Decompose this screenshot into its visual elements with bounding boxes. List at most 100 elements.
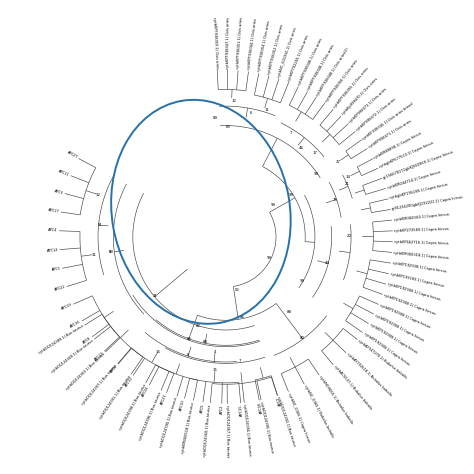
Text: cytbNO9065.1| Bubalus bubalis: cytbNO9065.1| Bubalus bubalis (319, 375, 354, 425)
Text: 99: 99 (267, 256, 272, 260)
Text: cytbDQ124398.1| Bos taurus: cytbDQ124398.1| Bos taurus (118, 383, 147, 431)
Text: cytbDQ124394.1| Bos taurus: cytbDQ124394.1| Bos taurus (242, 404, 252, 456)
Text: 14: 14 (346, 175, 351, 179)
Text: 83: 83 (109, 250, 114, 254)
Text: cytbKM360363.1| Capra hircus: cytbKM360363.1| Capra hircus (393, 212, 449, 222)
Text: APC2: APC2 (219, 405, 224, 414)
Text: cytbKPF938359.1| Ovis aries: cytbKPF938359.1| Ovis aries (212, 17, 219, 69)
Text: cytbKP192908.1| Capra hircus: cytbKP192908.1| Capra hircus (383, 293, 436, 316)
Text: 9: 9 (109, 250, 111, 255)
Text: cytbNC_001941.1| Ovis aries: cytbNC_001941.1| Ovis aries (277, 27, 298, 78)
Text: 69: 69 (226, 125, 230, 129)
Text: APC19: APC19 (61, 303, 73, 311)
Text: 44: 44 (324, 261, 329, 265)
Text: 86: 86 (186, 337, 191, 341)
Text: cytbKM89898.1| Capra hircus: cytbKM89898.1| Capra hircus (374, 131, 423, 160)
Text: 75: 75 (333, 198, 337, 202)
Text: cytbNC_0065.1| Bubalus bubalis: cytbNC_0065.1| Bubalus bubalis (303, 384, 334, 438)
Text: APC7: APC7 (276, 396, 283, 406)
Text: APC27: APC27 (66, 151, 78, 160)
Text: 27: 27 (336, 160, 340, 164)
Text: APC8: APC8 (82, 336, 92, 345)
Text: APC12: APC12 (124, 375, 134, 387)
Text: 46: 46 (299, 146, 304, 150)
Text: APC11: APC11 (58, 169, 70, 177)
Text: 20: 20 (347, 235, 352, 238)
Text: APC1: APC1 (51, 266, 61, 272)
Text: cytbKP998473.1| Ovis aries: cytbKP998473.1| Ovis aries (348, 87, 387, 124)
Text: cytbDQ124392.1| Bos taurus: cytbDQ124392.1| Bos taurus (276, 396, 296, 447)
Text: 16: 16 (155, 350, 161, 354)
Text: APC3: APC3 (54, 189, 64, 195)
Text: 21: 21 (153, 294, 158, 298)
Text: cytbKP998472.1| Ovis aries: cytbKP998472.1| Ovis aries (355, 98, 396, 132)
Text: 88: 88 (287, 310, 292, 314)
Text: cytbKP192938.1| Capra hircus: cytbKP192938.1| Capra hircus (392, 261, 447, 274)
Text: cytbDQ124390.1| Bos taurus: cytbDQ124390.1| Bos taurus (159, 397, 178, 448)
Text: cytbKP662716.1| Capra hircus: cytbKP662716.1| Capra hircus (394, 240, 449, 245)
Text: cytbKP192908.1| Capra hircus: cytbKP192908.1| Capra hircus (374, 313, 425, 342)
Text: cytbKPF938348.1| Ovis aries: cytbKPF938348.1| Ovis aries (307, 44, 336, 91)
Text: cytbKP192908.1| Capra hircus: cytbKP192908.1| Capra hircus (379, 303, 431, 329)
Text: cytbNC_0065.1| Capra hircus: cytbNC_0065.1| Capra hircus (287, 392, 310, 443)
Text: cytbKPF938351.1| Ovis aries: cytbKPF938351.1| Ovis aries (236, 17, 244, 69)
Text: 51: 51 (98, 223, 102, 227)
Text: cytbKM244714.1| Capra hircus: cytbKM244714.1| Capra hircus (386, 170, 441, 190)
Text: APC17: APC17 (48, 208, 60, 214)
Text: APC14: APC14 (46, 248, 58, 253)
Text: 21: 21 (345, 182, 350, 186)
Text: cytbKP273589.1| Capra hircus: cytbKP273589.1| Capra hircus (394, 227, 449, 233)
Text: cytbKPF938344.1| Ovis aries: cytbKPF938344.1| Ovis aries (246, 18, 258, 71)
Text: cytbDQ124396.1| Bos taurus: cytbDQ124396.1| Bos taurus (138, 391, 162, 441)
Text: cytbKPF938355.1| Ovis aries: cytbKPF938355.1| Ovis aries (333, 67, 369, 109)
Text: 12: 12 (95, 192, 100, 197)
Text: cytbKP192908.1| Capra hircus: cytbKP192908.1| Capra hircus (369, 322, 418, 355)
Text: cytbKP193183.1| Capra hircus: cytbKP193183.1| Capra hircus (390, 272, 444, 288)
Text: 7: 7 (290, 131, 292, 135)
Text: APC15: APC15 (239, 404, 244, 416)
Text: 99: 99 (289, 193, 294, 197)
Text: 99: 99 (271, 202, 275, 207)
Text: 15: 15 (213, 368, 218, 372)
Text: 52: 52 (235, 288, 240, 292)
Text: 4: 4 (214, 350, 216, 354)
Text: cytbKM360318.1| Capra hircus: cytbKM360318.1| Capra hircus (393, 251, 449, 260)
Text: cytbKP192908.1| Capra hircus: cytbKP192908.1| Capra hircus (387, 283, 440, 302)
Text: cytbKP192908.1| Capra hircus: cytbKP192908.1| Capra hircus (363, 332, 410, 366)
Text: gi81234200gbKJ192222.1| Capra hircus: gi81234200gbKJ192222.1| Capra hircus (392, 195, 463, 211)
Text: cytbDQ124369.1| Bos taurus: cytbDQ124369.1| Bos taurus (51, 338, 94, 374)
Text: APC22: APC22 (54, 285, 66, 292)
Text: 8: 8 (187, 353, 190, 357)
Text: cytbgbKP677510.1| Capra hircus: cytbgbKP677510.1| Capra hircus (378, 141, 434, 170)
Text: APC5: APC5 (200, 403, 205, 413)
Text: APC18: APC18 (257, 401, 264, 413)
Text: 88: 88 (203, 340, 208, 344)
Text: cytbAC5507.1| Bubalus bubalis: cytbAC5507.1| Bubalus bubalis (333, 365, 372, 410)
Text: cytbDQ124389.1| Bos taurus: cytbDQ124389.1| Bos taurus (38, 324, 84, 356)
Text: 11: 11 (264, 108, 269, 112)
Text: cytbAF547270.1| Bubalus bubalis: cytbAF547270.1| Bubalus bubalis (357, 339, 408, 380)
Text: cytbgbKP195289.1| Capra hircus: cytbgbKP195289.1| Capra hircus (389, 183, 448, 201)
Text: cytbDQ124397.1| Bos taurus: cytbDQ124397.1| Bos taurus (81, 364, 118, 406)
Text: APC16: APC16 (70, 320, 82, 329)
Text: APC13: APC13 (93, 351, 105, 362)
Text: cytbKP702265.1| Ovis aries: cytbKP702265.1| Ovis aries (287, 34, 310, 82)
Text: cytbDQ124391.1| Bos taurus: cytbDQ124391.1| Bos taurus (99, 374, 132, 419)
Text: cytbKp998470.1| Ovis aries: cytbKp998470.1| Ovis aries (341, 77, 378, 117)
Text: 82: 82 (196, 324, 201, 328)
Text: cytbDQ124395.1| Bos taurus: cytbDQ124395.1| Bos taurus (259, 401, 274, 453)
Text: APC10: APC10 (179, 399, 186, 412)
Text: cytbKPF938354.1| Ovis aries: cytbKPF938354.1| Ovis aries (257, 20, 271, 73)
Text: APC4: APC4 (48, 228, 58, 233)
Text: cytbKPF938347.1| Ovis aries: cytbKPF938347.1| Ovis aries (226, 17, 230, 69)
Text: cytbKM660518.1| Bos taurus: cytbKM660518.1| Bos taurus (181, 401, 195, 454)
Text: APC21: APC21 (160, 393, 168, 406)
Text: cytbDQ124367.1| Bos taurus: cytbDQ124367.1| Bos taurus (225, 405, 230, 457)
Text: cytbKP998471.1| Ovis aries: cytbKP998471.1| Ovis aries (367, 119, 412, 149)
Text: 89: 89 (213, 116, 218, 120)
Text: cytbKPF938348.1| Ovis aries(2): cytbKPF938348.1| Ovis aries(2) (316, 47, 350, 97)
Text: cytbKPF938352.1| Ovis aries: cytbKPF938352.1| Ovis aries (267, 24, 285, 75)
Text: APC6: APC6 (109, 364, 118, 374)
Text: cytbDQ124363.1| Bos taurus: cytbDQ124363.1| Bos taurus (65, 352, 106, 391)
Text: 12: 12 (231, 99, 237, 103)
